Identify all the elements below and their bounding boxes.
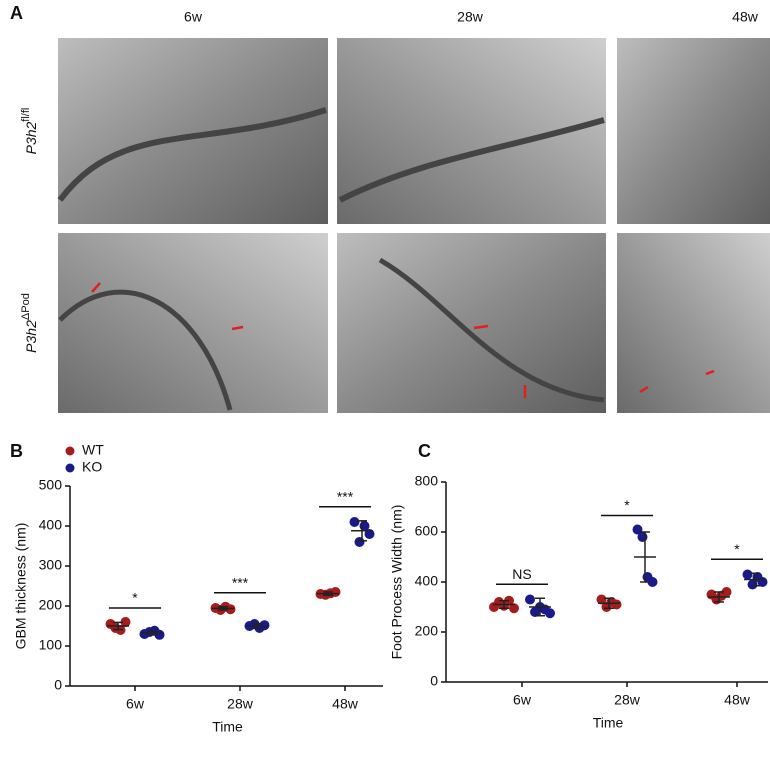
row-label: P3h2ΔPod (20, 293, 39, 353)
data-point (354, 537, 365, 547)
y-tick-label: 100 (39, 637, 63, 653)
significance-label: *** (337, 489, 354, 505)
y-tick-label: 0 (54, 677, 62, 693)
column-label: 48w (732, 9, 759, 25)
significance-label: *** (232, 575, 249, 591)
y-axis-label: GBM thickness (nm) (13, 523, 29, 650)
x-tick-label: 28w (227, 696, 254, 712)
significance-label: * (734, 541, 740, 557)
data-point (120, 617, 131, 627)
x-axis-label: Time (212, 719, 243, 735)
y-tick-label: 300 (39, 557, 63, 573)
panel-label: C (418, 441, 431, 461)
legend-marker (65, 463, 75, 473)
legend-label: KO (82, 459, 102, 475)
column-label: 28w (457, 9, 484, 25)
panel-label: B (10, 441, 23, 461)
data-point (611, 599, 622, 610)
x-axis-label: Time (593, 715, 624, 731)
y-tick-label: 400 (415, 573, 439, 589)
row-label-base: P3h2 (23, 320, 39, 353)
data-point (596, 594, 607, 605)
y-tick-label: 200 (415, 623, 439, 639)
data-point (225, 604, 236, 615)
y-tick-label: 800 (415, 473, 439, 489)
row-label: P3h2fl/fl (20, 108, 39, 155)
x-tick-label: 28w (614, 692, 641, 708)
data-point (647, 577, 658, 587)
column-label: 6w (184, 9, 203, 25)
x-tick-label: 48w (332, 696, 359, 712)
y-tick-label: 600 (415, 523, 439, 539)
x-tick-label: 48w (724, 692, 751, 708)
legend-label: WT (82, 442, 104, 458)
y-tick-label: 200 (39, 597, 63, 613)
row-label-sup: ΔPod (20, 293, 32, 320)
x-tick-label: 6w (126, 696, 145, 712)
y-axis-label: Foot Process Width (nm) (389, 505, 405, 660)
y-tick-label: 400 (39, 517, 63, 533)
y-tick-label: 0 (430, 673, 438, 689)
data-point (637, 532, 648, 542)
significance-label: * (132, 590, 138, 606)
data-point (742, 569, 753, 580)
legend-marker (65, 446, 75, 456)
significance-label: * (624, 497, 630, 513)
significance-label: NS (512, 566, 531, 582)
data-point (509, 603, 519, 614)
y-tick-label: 500 (39, 477, 63, 493)
row-label-base: P3h2 (23, 121, 39, 154)
data-point (525, 594, 535, 605)
data-point (721, 587, 732, 597)
data-point (545, 608, 555, 619)
row-label-sup: fl/fl (20, 108, 32, 122)
x-tick-label: 6w (513, 692, 532, 708)
data-point (349, 517, 360, 527)
panel-label: A (10, 3, 23, 23)
micrographs (57, 38, 770, 413)
